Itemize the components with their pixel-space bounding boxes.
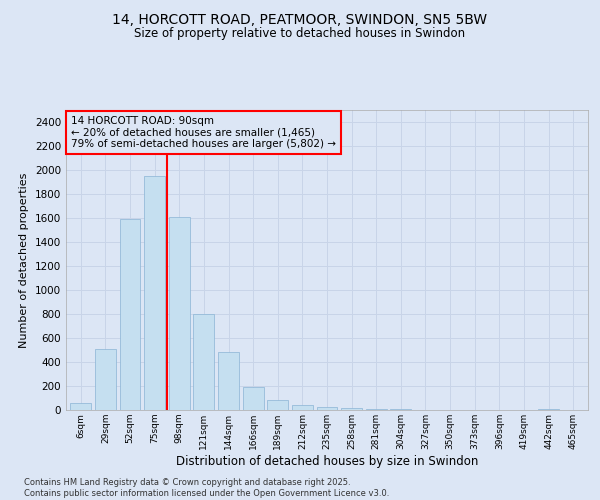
Text: 14, HORCOTT ROAD, PEATMOOR, SWINDON, SN5 5BW: 14, HORCOTT ROAD, PEATMOOR, SWINDON, SN5… bbox=[112, 12, 488, 26]
Text: Contains HM Land Registry data © Crown copyright and database right 2025.
Contai: Contains HM Land Registry data © Crown c… bbox=[24, 478, 389, 498]
Bar bbox=[267, 400, 288, 410]
Bar bbox=[366, 409, 387, 410]
Bar bbox=[144, 176, 165, 410]
Bar bbox=[292, 405, 313, 410]
Text: 14 HORCOTT ROAD: 90sqm
← 20% of detached houses are smaller (1,465)
79% of semi-: 14 HORCOTT ROAD: 90sqm ← 20% of detached… bbox=[71, 116, 336, 149]
Y-axis label: Number of detached properties: Number of detached properties bbox=[19, 172, 29, 348]
Bar bbox=[169, 217, 190, 410]
Bar bbox=[70, 404, 91, 410]
Text: Size of property relative to detached houses in Swindon: Size of property relative to detached ho… bbox=[134, 28, 466, 40]
Bar bbox=[193, 314, 214, 410]
Bar bbox=[242, 386, 263, 410]
Bar bbox=[538, 408, 559, 410]
Bar bbox=[218, 352, 239, 410]
Bar bbox=[119, 219, 140, 410]
Bar bbox=[95, 349, 116, 410]
Bar bbox=[317, 408, 337, 410]
Bar bbox=[341, 408, 362, 410]
X-axis label: Distribution of detached houses by size in Swindon: Distribution of detached houses by size … bbox=[176, 454, 478, 468]
